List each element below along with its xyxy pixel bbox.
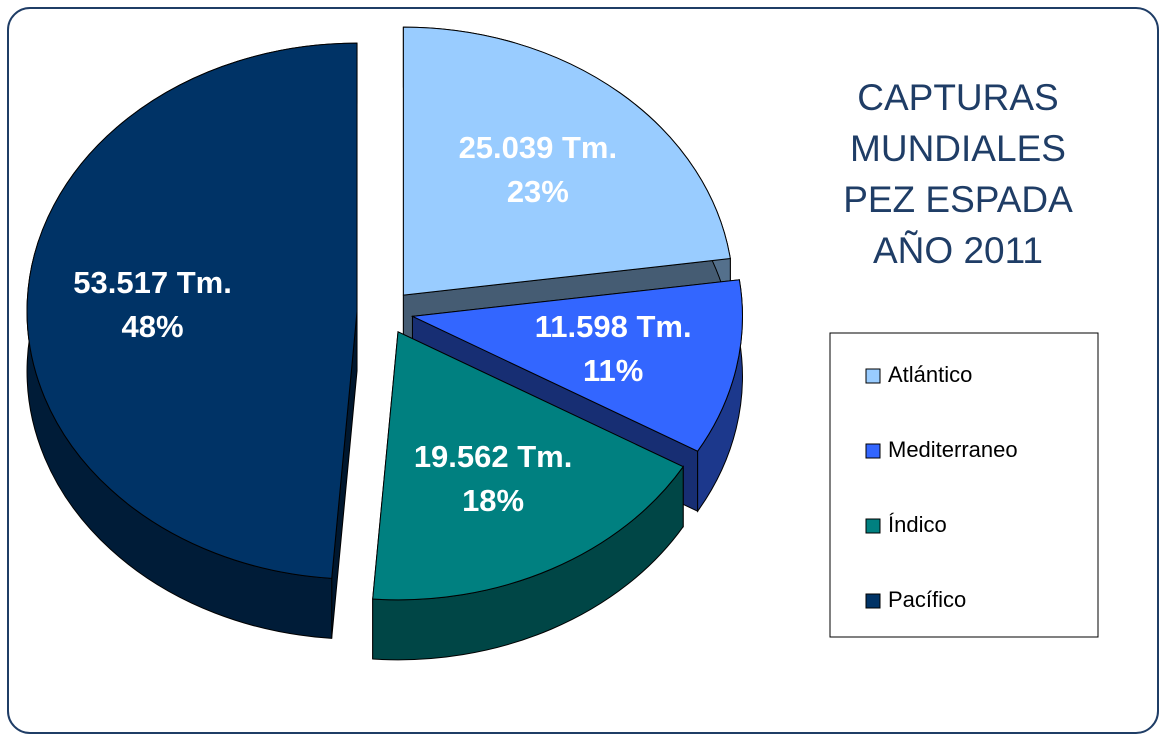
data-label: 11.598 Tm. — [535, 309, 692, 344]
legend: Atlántico Mediterraneo Índico Pacífico — [865, 362, 1018, 612]
percent-label: 23% — [507, 174, 569, 209]
legend-label: Pacífico — [888, 587, 966, 612]
chart-title: CAPTURAS — [857, 77, 1058, 118]
data-label: 53.517 Tm. — [73, 265, 232, 300]
chart-title: MUNDIALES — [850, 128, 1066, 169]
percent-label: 48% — [122, 309, 184, 344]
slice — [372, 331, 684, 601]
legend-swatch — [865, 368, 881, 384]
chart-title: AÑO 2011 — [873, 230, 1043, 271]
legend-swatch — [865, 593, 881, 609]
data-label: 25.039 Tm. — [459, 130, 618, 165]
title: CAPTURAS MUNDIALES PEZ ESPADA AÑO 2011 — [843, 77, 1073, 271]
slice — [26, 42, 358, 579]
slice — [402, 26, 731, 296]
chart-title: PEZ ESPADA — [843, 179, 1073, 220]
legend-label: Mediterraneo — [888, 437, 1018, 462]
slice — [410, 279, 743, 452]
percent-label: 18% — [462, 483, 524, 518]
pie: 25.039 Tm. 23% 11.598 Tm. 11% 19.562 Tm. 18% 5… — [26, 26, 743, 661]
percent-label: 11% — [583, 353, 643, 388]
legend-label: Atlántico — [888, 362, 972, 387]
legend-swatch — [865, 443, 881, 459]
legend-swatch — [865, 518, 881, 534]
legend-box — [829, 332, 1099, 638]
data-label: 19.562 Tm. — [414, 439, 573, 474]
legend-label: Índico — [888, 512, 947, 537]
